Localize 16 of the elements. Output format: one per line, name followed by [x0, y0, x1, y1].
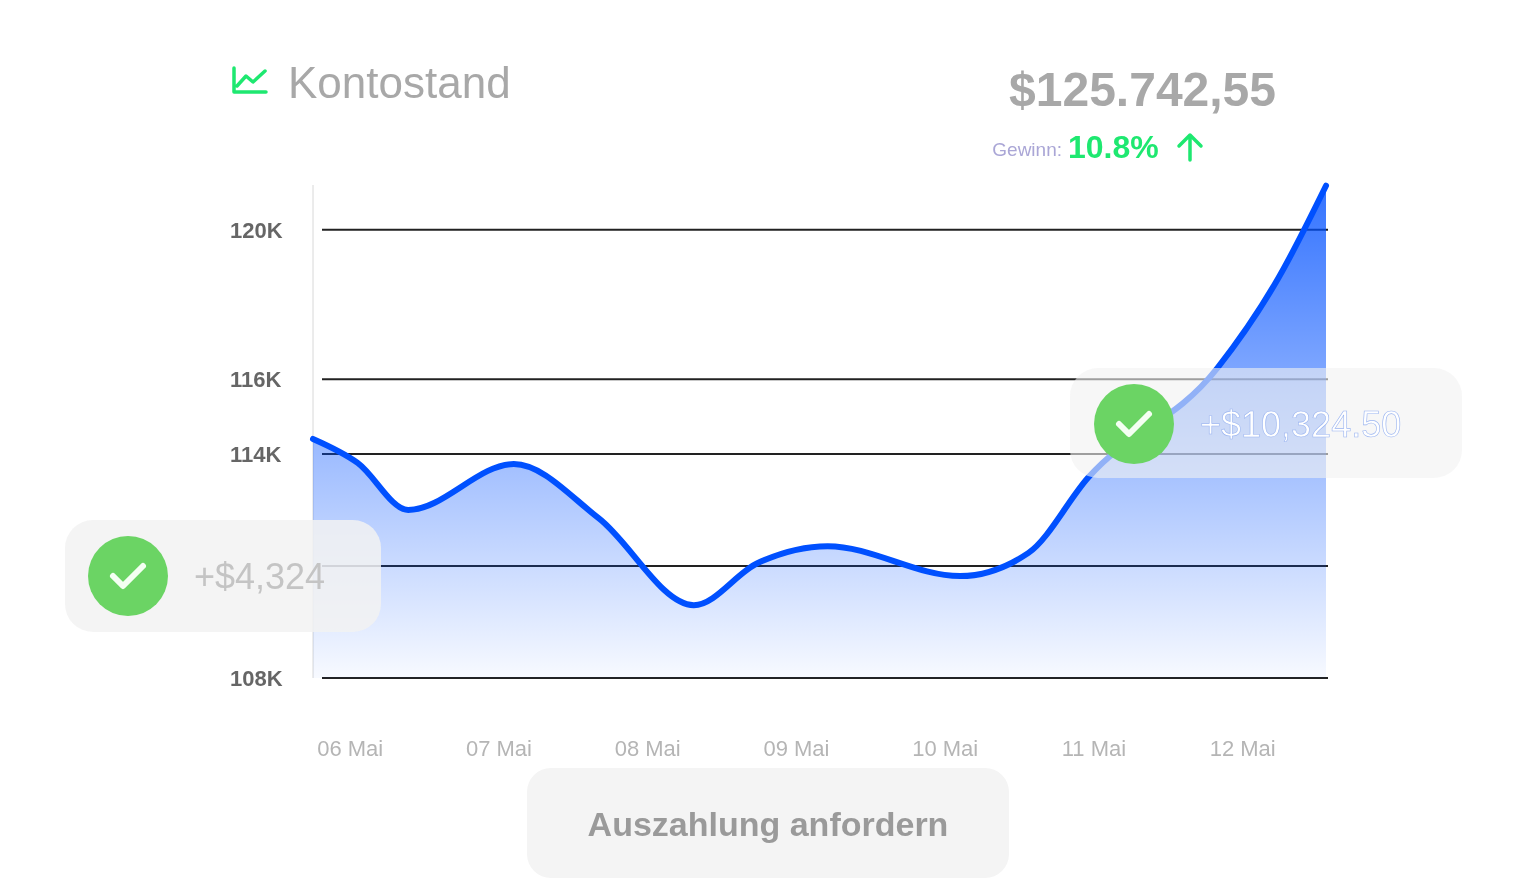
- x-tick-label: 07 Mai: [465, 735, 532, 761]
- text: 10.8%: [1068, 129, 1159, 165]
- x-tick-label: 10 Mai: [912, 735, 979, 761]
- text: Auszahlung anfordern: [587, 805, 949, 843]
- y-tick-label: 116K: [230, 366, 282, 392]
- chart-title: Kontostand: [288, 58, 511, 107]
- x-tick-label: 08 Mai: [614, 735, 681, 761]
- text: Gewinn:: [992, 139, 1062, 160]
- y-tick-label: 120K: [230, 217, 283, 243]
- y-tick-label: 114K: [230, 441, 282, 467]
- text: $125.742,55: [1009, 63, 1276, 116]
- x-tick-label: 11 Mai: [1061, 735, 1127, 761]
- x-tick-label: 12 Mai: [1209, 735, 1276, 761]
- x-tick-label: 06 Mai: [317, 735, 384, 761]
- y-tick-label: 108K: [230, 665, 283, 691]
- x-tick-label: 09 Mai: [763, 735, 830, 761]
